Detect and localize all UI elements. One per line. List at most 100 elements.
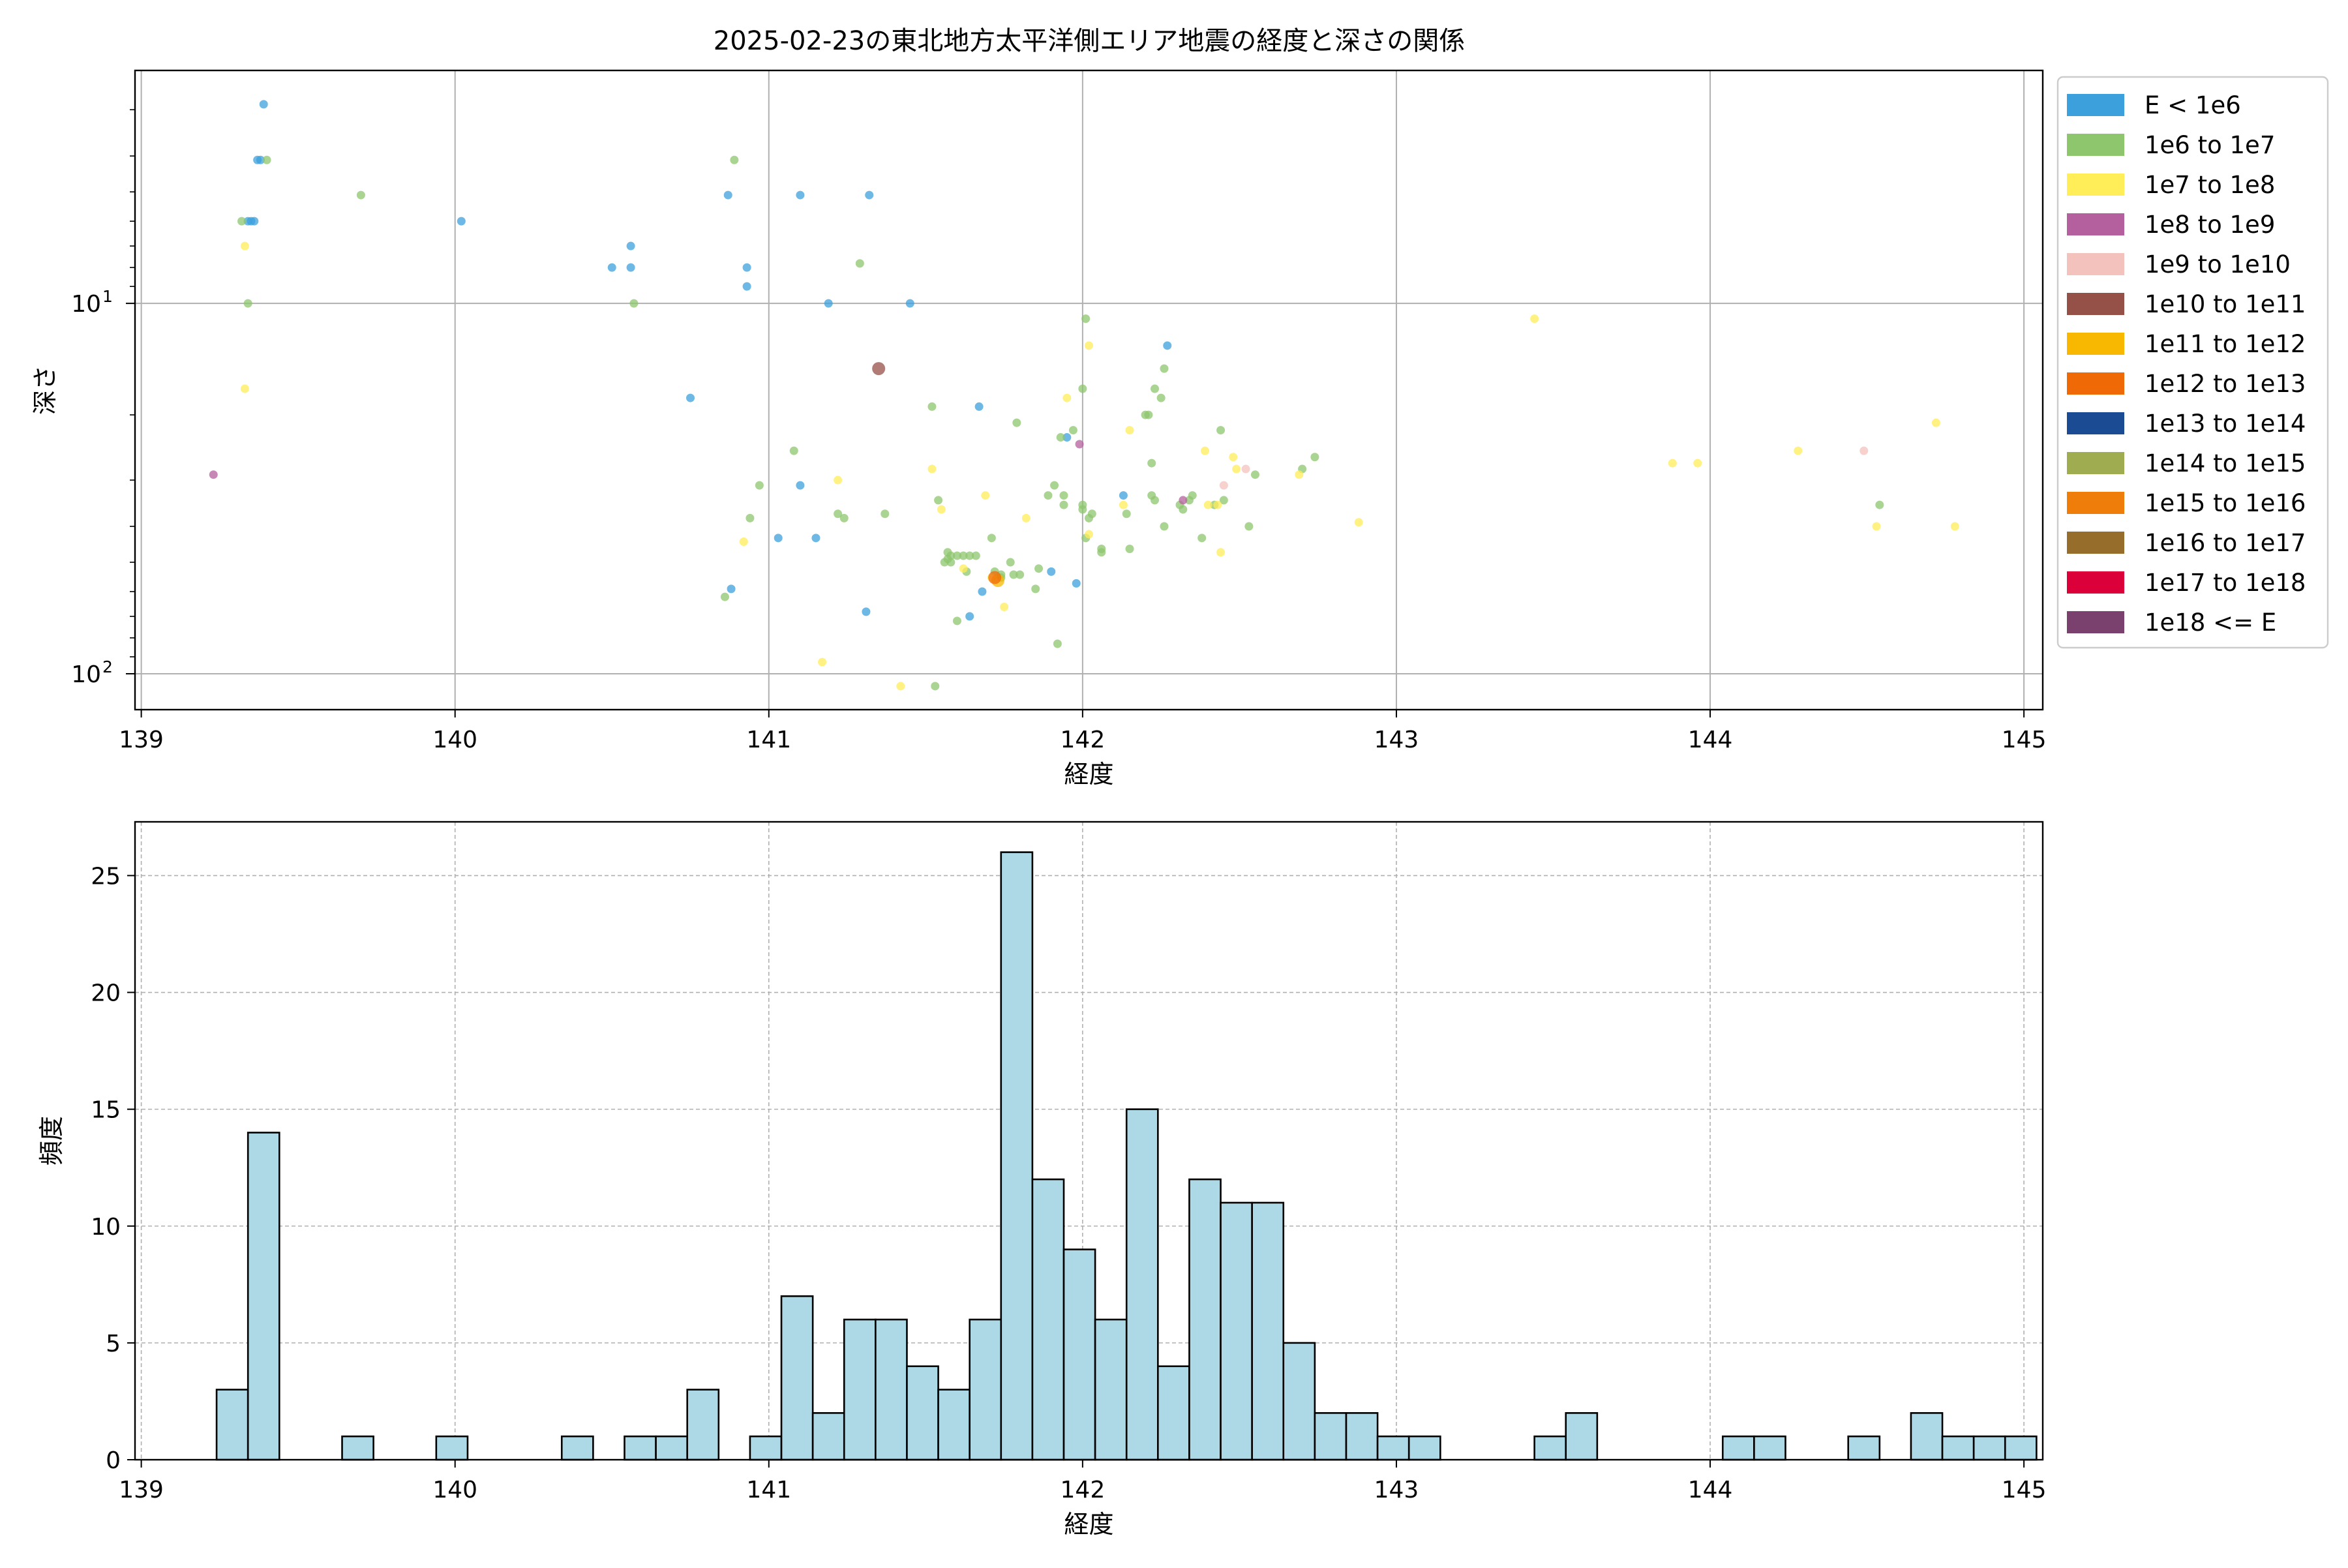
histogram-bar — [1188, 1178, 1222, 1461]
x-tick-label: 139 — [119, 1477, 164, 1503]
legend-label: 1e7 to 1e8 — [2145, 171, 2275, 199]
scatter-point — [1075, 440, 1084, 449]
histogram-bar — [811, 1412, 845, 1461]
scatter-point — [872, 362, 886, 376]
scatter-point — [1119, 491, 1128, 500]
scatter-point — [1122, 509, 1131, 519]
scatter-point — [811, 534, 820, 543]
histogram-bar — [1157, 1365, 1190, 1461]
scatter-point — [243, 299, 252, 308]
scatter-point — [965, 612, 974, 621]
legend-swatch — [2067, 492, 2124, 514]
legend-label: 1e14 to 1e15 — [2145, 449, 2306, 477]
x-tick-label: 139 — [119, 727, 164, 753]
scatter-point — [855, 259, 864, 268]
scatter-point — [959, 564, 968, 573]
scatter-point — [629, 299, 639, 308]
scatter-point — [1160, 522, 1169, 531]
scatter-point — [256, 155, 265, 164]
legend-swatch — [2067, 333, 2124, 355]
scatter-point — [978, 587, 987, 596]
legend-label: 1e16 to 1e17 — [2145, 529, 2306, 557]
legend-label: 1e10 to 1e11 — [2145, 290, 2306, 318]
x-tick-label: 141 — [746, 727, 791, 753]
histogram-bar — [686, 1389, 720, 1461]
scatter-point — [1021, 513, 1031, 522]
x-tick-label: 143 — [1374, 727, 1419, 753]
legend-label: 1e17 to 1e18 — [2145, 569, 2306, 597]
scatter-point — [259, 100, 268, 109]
scatter-point — [727, 584, 736, 594]
histogram-bar — [1345, 1412, 1379, 1461]
scatter-point — [865, 190, 874, 200]
scatter-point — [240, 241, 249, 250]
scatter-point — [745, 513, 755, 522]
histogram-bar — [1565, 1412, 1599, 1461]
scatter-point — [1693, 459, 1702, 468]
y-tick-label: 15 — [91, 1097, 121, 1124]
scatter-point — [247, 217, 256, 226]
scatter-point — [824, 299, 833, 308]
x-tick-label: 141 — [746, 1477, 791, 1503]
scatter-point — [1931, 418, 1940, 427]
scatter-point — [834, 475, 843, 485]
legend-swatch — [2067, 452, 2124, 474]
scatter-point — [1794, 446, 1803, 455]
scatter-point — [626, 263, 635, 272]
x-tick-label: 144 — [1688, 1477, 1733, 1503]
legend-label: 1e15 to 1e16 — [2145, 489, 2306, 517]
scatter-point — [1197, 534, 1207, 543]
histogram-bar — [1220, 1201, 1253, 1461]
legend-swatch — [2067, 611, 2124, 633]
legend-swatch — [2067, 94, 2124, 116]
y-tick-label: 0 — [106, 1447, 121, 1474]
scatter-point — [720, 592, 729, 601]
scatter-point — [905, 299, 914, 308]
scatter-point — [1119, 500, 1128, 509]
scatter-point — [1232, 464, 1241, 474]
scatter-point — [1872, 522, 1881, 531]
figure-title: 2025-02-23の東北地方太平洋側エリア地震の経度と深さの関係 — [714, 26, 1465, 56]
scatter-point — [742, 263, 751, 272]
scatter-point — [1081, 314, 1091, 324]
scatter-point — [1310, 453, 1319, 462]
histogram-bar — [749, 1435, 783, 1461]
scatter-point — [1241, 464, 1250, 474]
y-tick-label: 25 — [91, 863, 121, 890]
scatter-point — [1875, 500, 1884, 509]
scatter-point — [974, 402, 984, 411]
histogram-bar — [1721, 1435, 1755, 1461]
legend-swatch — [2067, 372, 2124, 395]
scatter-point — [937, 505, 946, 514]
scatter-point — [1059, 491, 1068, 500]
histogram-bar — [1282, 1342, 1316, 1461]
scatter-point — [952, 551, 961, 560]
y-tick-label: 10 — [71, 291, 101, 318]
scatter-point — [356, 190, 365, 200]
scatter-point — [1201, 446, 1210, 455]
scatter-point — [1085, 530, 1093, 539]
legend-label: E < 1e6 — [2145, 91, 2241, 119]
scatter-point — [946, 551, 956, 560]
legend-swatch — [2067, 571, 2124, 594]
scatter-point — [1250, 470, 1259, 479]
scatter-point — [1012, 418, 1021, 427]
plot-frame — [134, 821, 2044, 1461]
legend-label: 1e9 to 1e10 — [2145, 250, 2291, 279]
scatter-point — [987, 534, 996, 543]
scatter-point — [981, 491, 990, 500]
scatter-point — [1295, 470, 1304, 479]
scatter-point — [880, 509, 890, 519]
histogram-bar — [624, 1435, 657, 1461]
scatter-point — [1009, 570, 1018, 579]
scatter-point — [1859, 446, 1869, 455]
scatter-point — [1151, 496, 1160, 505]
scatter-point — [796, 481, 805, 490]
histogram-bar — [1941, 1435, 1975, 1461]
scatter-point — [1034, 564, 1044, 573]
scatter-point — [240, 384, 249, 393]
scatter-point — [686, 393, 695, 402]
scatter-point — [1156, 393, 1166, 402]
